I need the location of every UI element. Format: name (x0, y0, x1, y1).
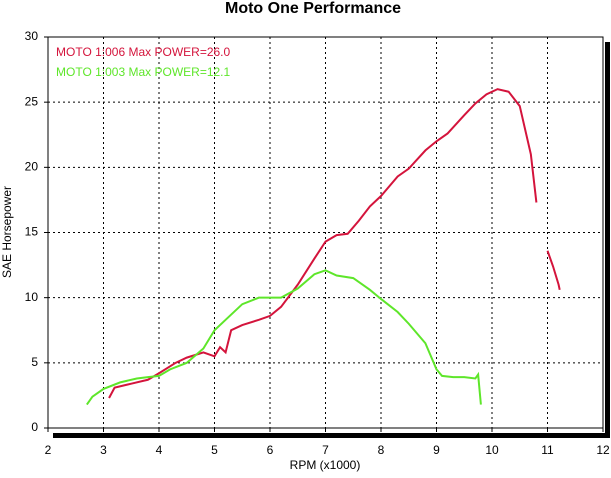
y-tick-label: 20 (25, 160, 39, 174)
x-tick-label: 12 (596, 443, 610, 457)
frame-shadow-bottom (53, 433, 610, 438)
x-axis-label: RPM (x1000) (290, 458, 361, 472)
series-line (108, 88, 561, 399)
series-line (86, 269, 482, 406)
chart-title: Moto One Performance (225, 0, 401, 17)
x-tick-label: 10 (485, 443, 499, 457)
y-axis-label: SAE Horsepower (0, 186, 14, 278)
y-tick-label: 15 (25, 225, 39, 239)
x-tick-label: 4 (156, 443, 163, 457)
legend-entry: MOTO 1:006 Max POWER=26.0 (56, 45, 231, 59)
y-tick-label: 10 (25, 290, 39, 304)
x-tick-label: 5 (211, 443, 218, 457)
y-tick-label: 25 (25, 94, 39, 108)
y-tick-label: 0 (31, 420, 38, 434)
grid: 2 3 4 5 6 7 8 9 10 11 12 0 5 10 15 20 25 30 (25, 29, 610, 457)
x-tick-label: 6 (267, 443, 274, 457)
frame-shadow-right (605, 42, 610, 438)
x-tick-label: 3 (100, 443, 107, 457)
x-tick-label: 7 (322, 443, 329, 457)
lines (86, 88, 561, 406)
legend-entry: MOTO 1:003 Max POWER=12.1 (56, 65, 231, 79)
y-tick-label: 30 (25, 29, 39, 43)
x-tick-label: 2 (45, 443, 52, 457)
legend: MOTO 1:006 Max POWER=26.0 MOTO 1:003 Max … (56, 45, 231, 79)
y-tick-label: 5 (31, 355, 38, 369)
x-tick-label: 8 (378, 443, 385, 457)
x-tick-label: 9 (433, 443, 440, 457)
x-tick-label: 11 (541, 443, 554, 457)
